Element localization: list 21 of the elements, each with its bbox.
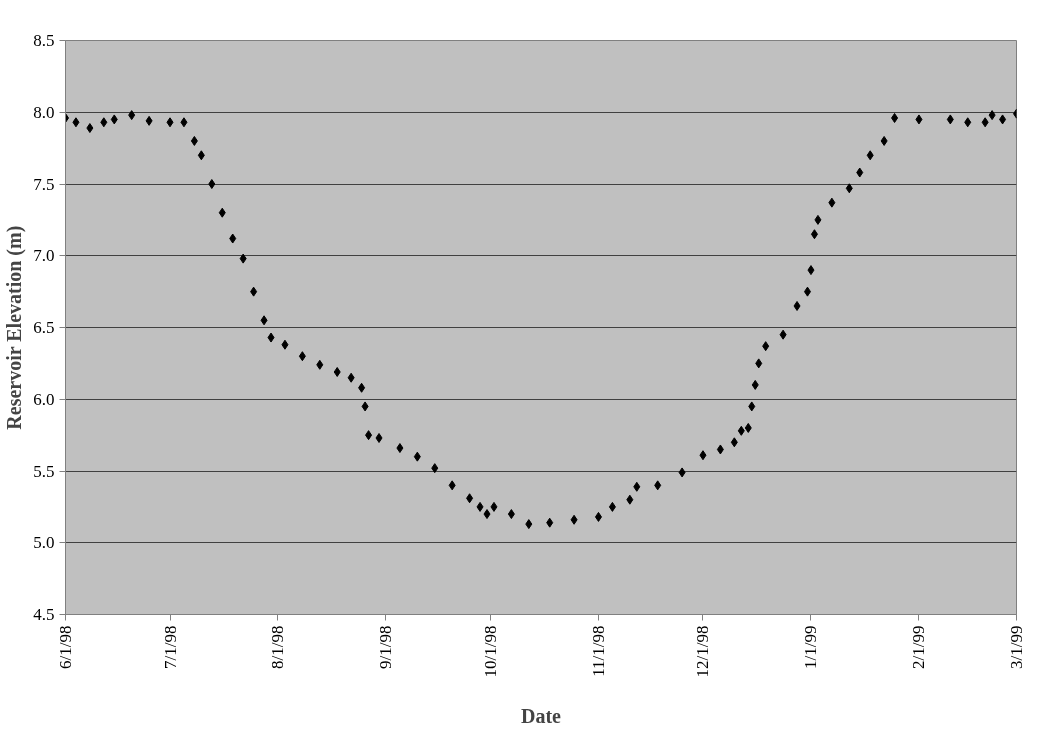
- y-tick-label: 7.5: [33, 174, 55, 194]
- x-tick-label: 8/1/98: [268, 625, 288, 669]
- x-tick-label: 10/1/98: [480, 625, 500, 678]
- x-tick-label: 1/1/99: [801, 625, 821, 669]
- y-tick-label: 7.0: [33, 246, 55, 266]
- y-tick-label: 4.5: [33, 605, 55, 624]
- y-tick-label: 5.0: [33, 533, 55, 553]
- x-tick-label: 11/1/98: [588, 625, 608, 677]
- x-tick-label: 12/1/98: [693, 625, 713, 678]
- x-tick-label: 2/1/99: [909, 625, 929, 669]
- x-tick-label: 6/1/98: [56, 625, 75, 669]
- y-tick-label: 8.0: [33, 102, 55, 122]
- x-tick-label: 3/1/99: [1007, 625, 1026, 669]
- y-axis-title: Reservoir Elevation (m): [3, 225, 27, 430]
- y-tick-label: 8.5: [33, 31, 55, 50]
- x-tick-label: 7/1/98: [160, 625, 180, 669]
- y-tick-label: 6.5: [33, 318, 55, 337]
- y-tick-label: 6.0: [33, 389, 55, 409]
- x-axis-title: Date: [521, 705, 562, 728]
- y-tick-label: 5.5: [33, 461, 55, 481]
- x-tick-label: 9/1/98: [376, 625, 396, 669]
